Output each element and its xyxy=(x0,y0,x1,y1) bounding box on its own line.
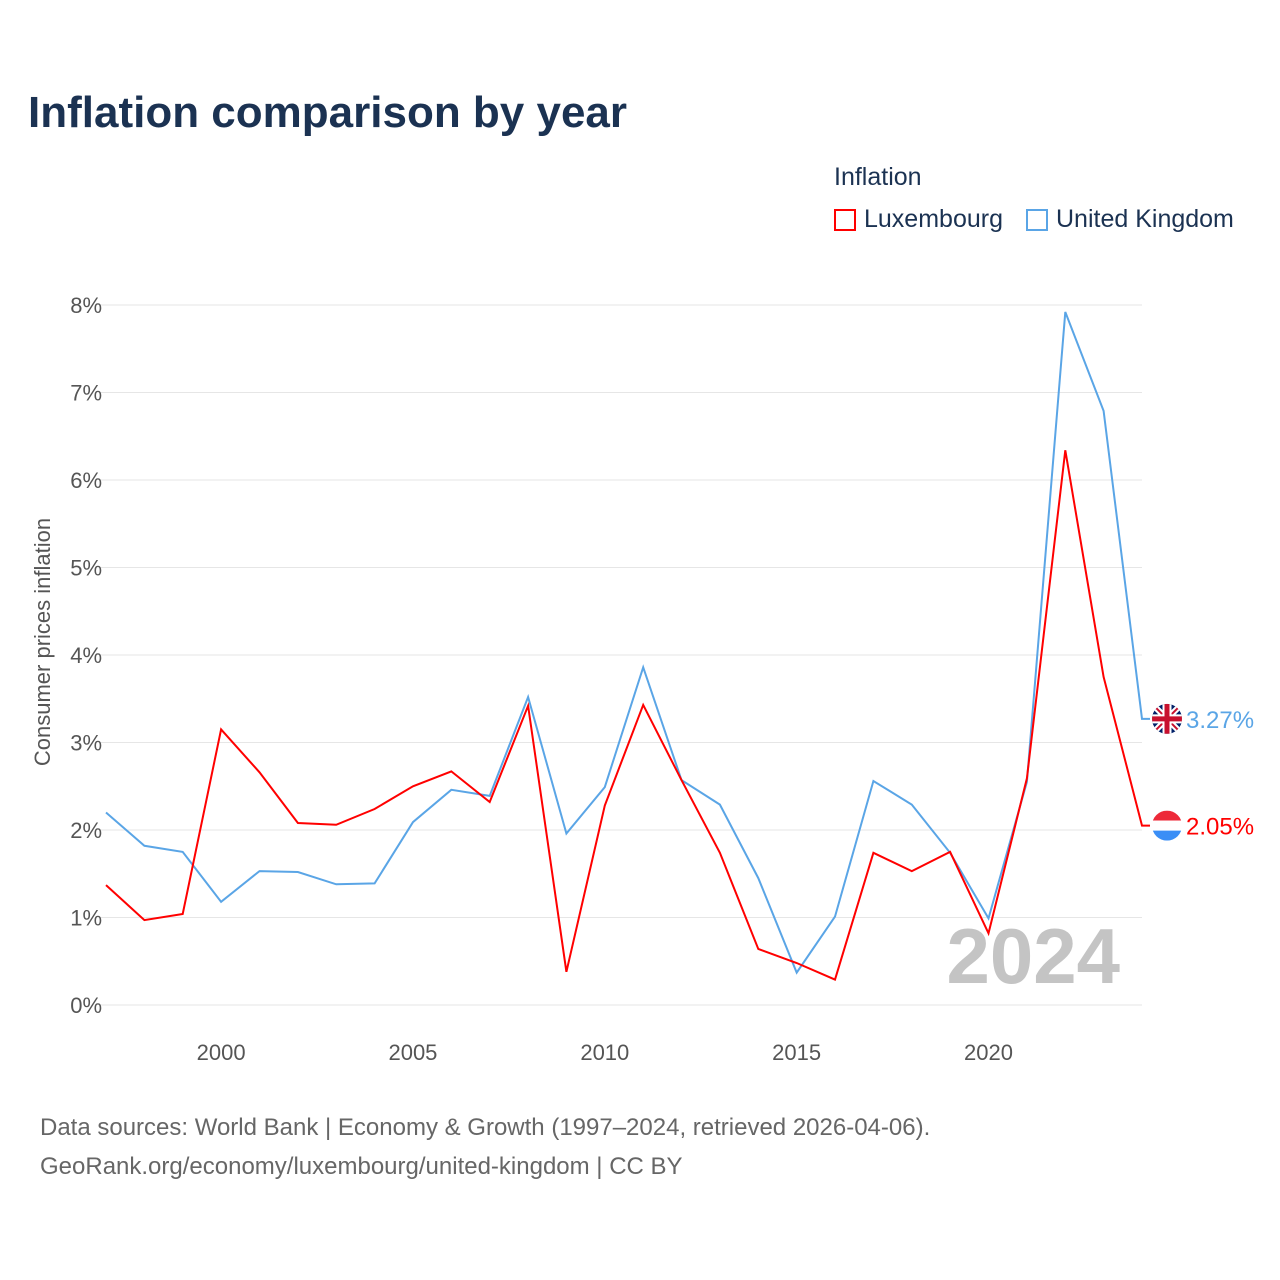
data-point[interactable] xyxy=(141,917,147,923)
data-point[interactable] xyxy=(141,843,147,849)
source-line-2[interactable]: GeoRank.org/economy/luxembourg/united-ki… xyxy=(40,1153,683,1180)
luxembourg-flag-icon xyxy=(1152,810,1182,841)
data-point[interactable] xyxy=(602,803,608,809)
legend-item-luxembourg[interactable]: Luxembourg xyxy=(834,205,1003,234)
data-point[interactable] xyxy=(640,664,646,670)
data-point[interactable] xyxy=(333,881,339,887)
data-point[interactable] xyxy=(832,914,838,920)
data-point[interactable] xyxy=(832,977,838,983)
data-point[interactable] xyxy=(410,819,416,825)
data-point[interactable] xyxy=(755,875,761,881)
x-tick-label: 2010 xyxy=(580,1040,629,1065)
data-point[interactable] xyxy=(947,849,953,855)
x-tick-label: 2000 xyxy=(197,1040,246,1065)
data-point[interactable] xyxy=(256,868,262,874)
uk-flag-icon xyxy=(1152,703,1182,734)
data-point[interactable] xyxy=(218,899,224,905)
legend-swatch xyxy=(1026,208,1048,231)
data-point[interactable] xyxy=(1101,674,1107,680)
data-point[interactable] xyxy=(717,802,723,808)
data-point[interactable] xyxy=(1024,775,1030,781)
data-point[interactable] xyxy=(1101,408,1107,414)
data-point[interactable] xyxy=(525,703,531,709)
data-point[interactable] xyxy=(218,726,224,732)
data-point[interactable] xyxy=(870,850,876,856)
y-tick-label: 6% xyxy=(70,468,102,493)
data-point[interactable] xyxy=(679,777,685,783)
x-tick-label: 2005 xyxy=(388,1040,437,1065)
y-tick-label: 0% xyxy=(70,993,102,1018)
data-point[interactable] xyxy=(410,783,416,789)
series-line-united-kingdom xyxy=(105,311,1150,975)
legend-label: United Kingdom xyxy=(1056,205,1234,233)
y-tick-label: 2% xyxy=(70,818,102,843)
data-point[interactable] xyxy=(525,694,531,700)
data-point[interactable] xyxy=(180,849,186,855)
data-point[interactable] xyxy=(794,970,800,976)
y-tick-label: 3% xyxy=(70,731,102,756)
data-point[interactable] xyxy=(372,880,378,886)
data-point[interactable] xyxy=(487,799,493,805)
data-point[interactable] xyxy=(909,868,915,874)
data-point[interactable] xyxy=(372,806,378,812)
source-line-1: Data sources: World Bank | Economy & Gro… xyxy=(40,1114,931,1141)
x-tick-label: 2015 xyxy=(772,1040,821,1065)
data-point[interactable] xyxy=(563,969,569,975)
data-point[interactable] xyxy=(794,960,800,966)
data-point[interactable] xyxy=(640,702,646,708)
data-point[interactable] xyxy=(1062,447,1068,453)
source-note: Data sources: World Bank | Economy & Gro… xyxy=(40,1108,930,1186)
data-point[interactable] xyxy=(448,787,454,793)
legend-item-united-kingdom[interactable]: United Kingdom xyxy=(1026,205,1234,234)
legend-label: Luxembourg xyxy=(864,205,1003,233)
data-point[interactable] xyxy=(103,882,109,888)
data-point[interactable] xyxy=(986,930,992,936)
data-point[interactable] xyxy=(1139,716,1145,722)
data-point[interactable] xyxy=(256,769,262,775)
data-point[interactable] xyxy=(755,946,761,952)
data-point[interactable] xyxy=(909,802,915,808)
data-point[interactable] xyxy=(448,768,454,774)
data-point[interactable] xyxy=(1062,309,1068,315)
data-point[interactable] xyxy=(870,778,876,784)
y-tick-label: 4% xyxy=(70,643,102,668)
data-point[interactable] xyxy=(295,869,301,875)
data-point[interactable] xyxy=(717,850,723,856)
legend-title: Inflation xyxy=(834,163,922,191)
data-point[interactable] xyxy=(333,822,339,828)
data-point[interactable] xyxy=(103,810,109,816)
series-line-luxembourg xyxy=(105,450,1150,981)
end-value-label: 2.05% xyxy=(1186,814,1254,841)
end-value-label: 3.27% xyxy=(1186,707,1254,734)
data-point[interactable] xyxy=(1139,823,1145,829)
year-watermark: 2024 xyxy=(946,912,1120,1000)
legend-swatch xyxy=(834,208,856,231)
y-tick-label: 8% xyxy=(70,293,102,318)
data-point[interactable] xyxy=(986,915,992,921)
x-tick-label: 2020 xyxy=(964,1040,1013,1065)
y-tick-label: 1% xyxy=(70,906,102,931)
y-axis-label: Consumer prices inflation xyxy=(30,518,55,766)
chart-title: Inflation comparison by year xyxy=(28,88,628,137)
data-point[interactable] xyxy=(602,784,608,790)
y-tick-label: 7% xyxy=(70,381,102,406)
y-tick-label: 5% xyxy=(70,556,102,581)
data-point[interactable] xyxy=(295,820,301,826)
data-point[interactable] xyxy=(180,911,186,917)
data-point[interactable] xyxy=(563,831,569,837)
